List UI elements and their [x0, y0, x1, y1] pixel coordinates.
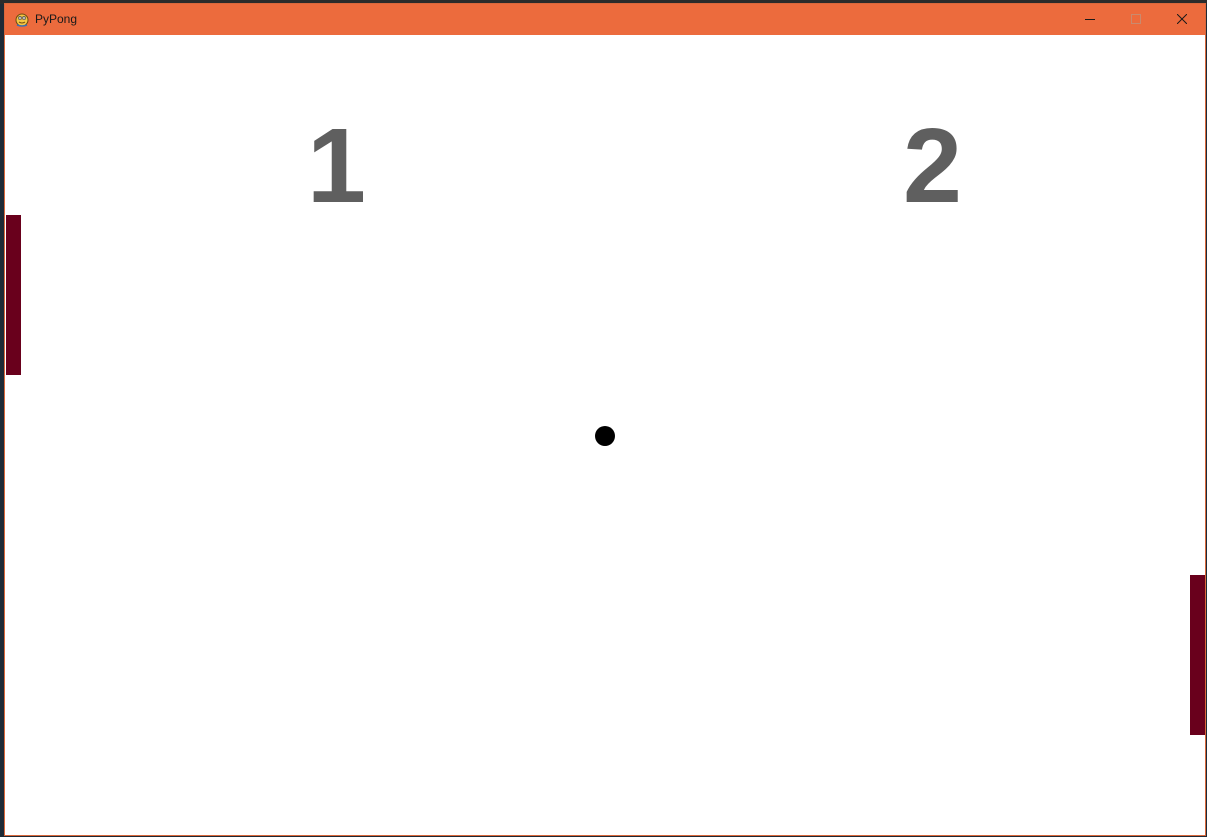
- window-title: PyPong: [35, 12, 78, 26]
- maximize-button[interactable]: [1113, 4, 1159, 35]
- title-bar[interactable]: PyPong: [5, 4, 1205, 35]
- left-player-score: 1: [307, 107, 366, 225]
- game-canvas[interactable]: 1 2: [5, 35, 1205, 835]
- minimize-icon: [1085, 19, 1095, 20]
- ball: [595, 426, 615, 446]
- right-player-score: 2: [903, 107, 962, 225]
- minimize-button[interactable]: [1067, 4, 1113, 35]
- close-button[interactable]: [1159, 4, 1205, 35]
- left-paddle: [6, 215, 21, 375]
- desktop-background: [0, 0, 1207, 4]
- maximize-icon: [1131, 14, 1141, 24]
- close-icon: [1177, 14, 1187, 24]
- pygame-snake-icon: [14, 11, 30, 27]
- right-paddle: [1190, 575, 1205, 735]
- app-window: PyPong 1 2: [4, 3, 1206, 836]
